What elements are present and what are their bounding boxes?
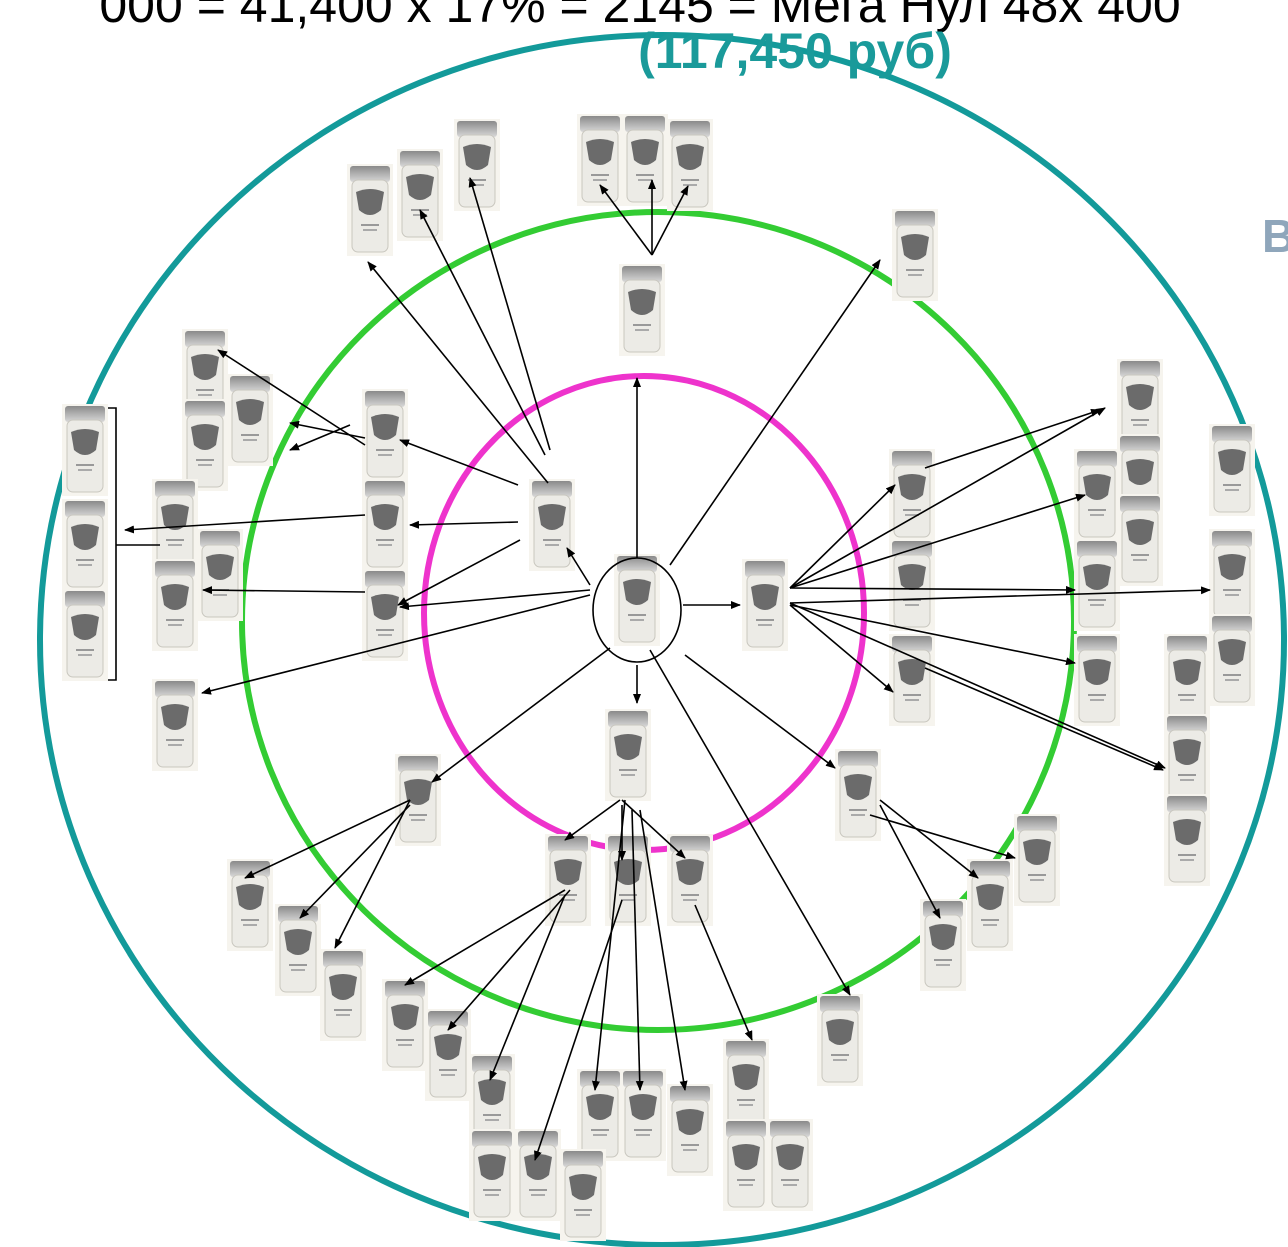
product-bottle bbox=[197, 529, 243, 621]
product-bottle bbox=[227, 374, 273, 466]
product-bottle bbox=[152, 479, 198, 571]
product-bottle bbox=[362, 389, 408, 481]
arrow bbox=[685, 655, 835, 768]
arrow bbox=[398, 540, 520, 605]
arrow bbox=[490, 895, 565, 1080]
arrow bbox=[870, 815, 1015, 858]
product-bottle bbox=[152, 559, 198, 651]
product-bottle bbox=[1209, 529, 1255, 621]
product-bottle bbox=[529, 479, 575, 571]
product-bottle bbox=[605, 709, 651, 801]
product-bottle bbox=[382, 979, 428, 1071]
product-bottle bbox=[620, 1069, 666, 1161]
product-bottle bbox=[742, 559, 788, 651]
product-bottle bbox=[723, 1039, 769, 1131]
product-bottle bbox=[320, 949, 366, 1041]
product-bottle bbox=[892, 209, 938, 301]
product-bottle bbox=[1074, 449, 1120, 541]
product-bottle bbox=[835, 749, 881, 841]
product-bottle bbox=[1164, 794, 1210, 886]
arrow bbox=[400, 440, 518, 485]
product-bottle bbox=[619, 264, 665, 356]
arrow bbox=[880, 805, 940, 918]
product-bottle bbox=[152, 679, 198, 771]
product-bottle bbox=[577, 1069, 623, 1161]
product-bottle bbox=[614, 554, 660, 646]
arrow bbox=[790, 588, 1075, 590]
arrow bbox=[470, 178, 550, 450]
product-bottle bbox=[397, 149, 443, 241]
arrow bbox=[405, 890, 565, 985]
arrow bbox=[432, 648, 610, 782]
product-bottle bbox=[667, 119, 713, 211]
side-letter: В bbox=[1262, 210, 1288, 262]
arrow bbox=[790, 495, 1085, 588]
product-bottle bbox=[1164, 714, 1210, 806]
product-bottle bbox=[723, 1119, 769, 1211]
network-diagram: 000 = 41,400 x 17% = 2145 = Мега Нул 48х… bbox=[0, 0, 1288, 1247]
product-bottle bbox=[275, 904, 321, 996]
arrow bbox=[410, 522, 518, 525]
product-bottle bbox=[1164, 634, 1210, 726]
product-bottle bbox=[425, 1009, 471, 1101]
product-bottle bbox=[347, 164, 393, 256]
product-bottle bbox=[889, 539, 935, 631]
bottles bbox=[62, 114, 1255, 1241]
product-bottle bbox=[227, 859, 273, 951]
arrow bbox=[290, 423, 365, 438]
product-bottle bbox=[1209, 424, 1255, 516]
arrow bbox=[925, 410, 1100, 468]
total-label: (117,450 руб) bbox=[638, 23, 952, 79]
product-bottle bbox=[577, 114, 623, 206]
product-bottle bbox=[1014, 814, 1060, 906]
product-bottle bbox=[62, 499, 108, 591]
product-bottle bbox=[62, 404, 108, 496]
arrow bbox=[420, 210, 545, 455]
product-bottle bbox=[817, 994, 863, 1086]
product-bottle bbox=[469, 1129, 515, 1221]
product-bottle bbox=[622, 114, 668, 206]
arrows bbox=[125, 178, 1210, 1160]
product-bottle bbox=[1074, 539, 1120, 631]
product-bottle bbox=[605, 834, 651, 926]
product-bottle bbox=[182, 399, 228, 491]
arrow bbox=[925, 668, 1163, 770]
arrow bbox=[400, 590, 590, 607]
product-bottle bbox=[1209, 614, 1255, 706]
product-bottle bbox=[1074, 634, 1120, 726]
product-bottle bbox=[515, 1129, 561, 1221]
product-bottle bbox=[667, 1084, 713, 1176]
arrow bbox=[448, 890, 570, 1030]
product-bottle bbox=[545, 834, 591, 926]
arrow bbox=[695, 905, 752, 1040]
product-bottle bbox=[967, 859, 1013, 951]
arrow bbox=[650, 650, 850, 995]
arrow bbox=[790, 605, 893, 692]
product-bottle bbox=[1117, 494, 1163, 586]
arrow bbox=[335, 800, 410, 948]
product-bottle bbox=[454, 119, 500, 211]
arrow bbox=[880, 800, 978, 878]
product-bottle bbox=[62, 589, 108, 681]
arrow bbox=[790, 590, 1210, 603]
product-bottle bbox=[767, 1119, 813, 1211]
product-bottle bbox=[395, 754, 441, 846]
product-bottle bbox=[560, 1149, 606, 1241]
product-bottle bbox=[362, 479, 408, 571]
product-bottle bbox=[920, 899, 966, 991]
product-bottle bbox=[889, 634, 935, 726]
